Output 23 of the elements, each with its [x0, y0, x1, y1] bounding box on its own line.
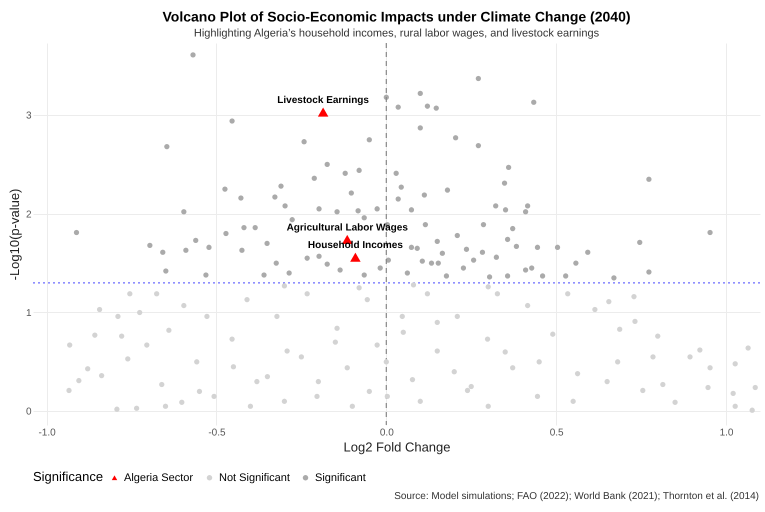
point	[350, 252, 361, 262]
annotation: Agricultural Labor Wages	[286, 222, 408, 234]
x-tick-label: 0.5	[550, 428, 564, 438]
y-tick-label: 2	[26, 209, 32, 220]
y-tick-label: 0	[26, 406, 32, 418]
annotation: Livestock Earnings	[277, 95, 370, 106]
point	[318, 108, 328, 117]
x-tick-label: -0.5	[208, 428, 226, 438]
y-axis-title: -Log10(p-value)	[6, 188, 22, 280]
x-tick-label: 0.0	[380, 428, 394, 438]
x-axis-title: Log2 Fold Change	[344, 440, 450, 454]
source-note: Source: Model simulations; FAO (2022); World Bank (2021); Thornton et al. (2014)	[393, 490, 760, 504]
legend-label: Algeria Sector	[124, 472, 194, 484]
x-tick-label: -1.0	[38, 428, 56, 438]
y-tick-label: 1	[26, 308, 32, 319]
chart-subtitle: Highlighting Algeria’s household incomes, rural labor wages, and livestock earnings	[194, 27, 600, 40]
annotation: Household Incomes	[308, 240, 404, 252]
legend-title: Significance	[33, 469, 104, 484]
legend-label: Significant	[315, 472, 366, 484]
y-tick-label: 3	[26, 110, 32, 122]
legend-label: Not Significant	[219, 472, 290, 484]
x-tick-label: 1.0	[720, 428, 734, 438]
chart-title: Volcano Plot of Socio-Economic Impacts under Climate Change (2040)	[162, 8, 631, 24]
